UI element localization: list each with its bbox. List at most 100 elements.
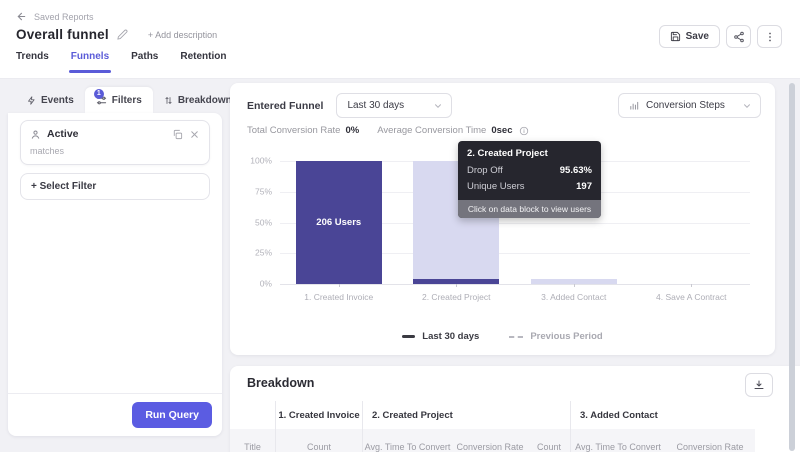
column-header-count-2: Count bbox=[536, 442, 562, 452]
sidebar-tab-events[interactable]: Events bbox=[16, 87, 85, 113]
column-header-count-1: Count bbox=[275, 429, 362, 452]
entered-funnel-label: Entered Funnel bbox=[247, 99, 324, 112]
legend-solid-swatch bbox=[402, 335, 416, 338]
filter-condition[interactable]: matches bbox=[30, 146, 65, 156]
lightning-icon bbox=[28, 95, 35, 105]
app-header: Saved Reports Overall funnel + Add descr… bbox=[0, 0, 800, 78]
y-axis-tick: 0% bbox=[259, 278, 272, 289]
y-axis-tick: 75% bbox=[254, 186, 272, 197]
download-button[interactable] bbox=[745, 373, 773, 397]
chevron-down-icon bbox=[435, 103, 442, 108]
bar-users-label: 206 Users bbox=[316, 217, 362, 228]
funnel-stats: Total Conversion Rate 0% Average Convers… bbox=[247, 125, 529, 136]
chart-tooltip: 2. Created Project Drop Off 95.63% Uniqu… bbox=[458, 141, 601, 218]
tab-funnels[interactable]: Funnels bbox=[68, 51, 112, 73]
query-sidebar: Events 1 Filters Breakdown Active bbox=[8, 87, 232, 436]
funnel-chart-card: Entered Funnel Last 30 days Conversion S… bbox=[230, 83, 775, 355]
info-icon[interactable] bbox=[519, 126, 529, 136]
tooltip-dropoff-label: Drop Off bbox=[467, 165, 503, 176]
date-range-select[interactable]: Last 30 days bbox=[336, 93, 453, 118]
tab-trends[interactable]: Trends bbox=[16, 51, 49, 62]
legend-previous-period[interactable]: Previous Period bbox=[509, 331, 603, 342]
breadcrumb[interactable]: Saved Reports bbox=[16, 11, 94, 22]
chart-type-icon bbox=[630, 101, 639, 110]
sidebar-tab-filters-label: Filters bbox=[111, 94, 142, 106]
breadcrumb-label: Saved Reports bbox=[34, 11, 94, 22]
filter-card[interactable]: Active matches bbox=[20, 120, 210, 165]
group-header-step-3: 3. Added Contact bbox=[570, 401, 800, 429]
kebab-menu-icon bbox=[768, 32, 771, 41]
funnel-bar-step-4[interactable] bbox=[633, 161, 751, 287]
vertical-scrollbar[interactable] bbox=[789, 83, 795, 451]
breakdown-title: Breakdown bbox=[247, 376, 315, 390]
legend-current-period[interactable]: Last 30 days bbox=[402, 331, 479, 342]
legend-dashed-swatch bbox=[509, 335, 524, 338]
group-header-empty bbox=[230, 401, 275, 429]
group-header-step-1: 1. Created Invoice bbox=[275, 401, 362, 429]
filters-panel: Active matches + Select Filter Run Query bbox=[8, 113, 222, 436]
breakdown-group-header-row: 1. Created Invoice 2. Created Project 3.… bbox=[230, 401, 800, 429]
tab-paths[interactable]: Paths bbox=[131, 51, 159, 62]
column-header-avgtime-3: Avg. Time To Convert bbox=[570, 429, 665, 452]
edit-pencil-icon[interactable] bbox=[117, 29, 128, 40]
tooltip-hint: Click on data block to view users bbox=[458, 200, 601, 218]
download-icon bbox=[754, 380, 764, 389]
breakdown-sort-icon bbox=[165, 96, 172, 104]
x-axis-label: 4. Save A Contract bbox=[656, 292, 727, 302]
x-axis-label: 1. Created Invoice bbox=[304, 292, 374, 302]
more-options-button[interactable] bbox=[757, 25, 782, 48]
save-button-label: Save bbox=[685, 31, 709, 42]
run-query-button[interactable]: Run Query bbox=[132, 402, 212, 428]
sidebar-tab-breakdown-label: Breakdown bbox=[177, 94, 232, 106]
copy-icon bbox=[173, 129, 183, 139]
avg-time-value: 0sec bbox=[491, 125, 513, 136]
chart-view-select[interactable]: Conversion Steps bbox=[618, 93, 761, 118]
content-area: Events 1 Filters Breakdown Active bbox=[0, 78, 800, 452]
tooltip-users-label: Unique Users bbox=[467, 181, 525, 192]
page-title: Overall funnel bbox=[16, 27, 109, 42]
tab-retention[interactable]: Retention bbox=[180, 51, 227, 62]
chart-legend: Last 30 days Previous Period bbox=[230, 331, 775, 342]
sidebar-tab-events-label: Events bbox=[41, 94, 74, 106]
sidebar-tab-filters[interactable]: 1 Filters bbox=[84, 87, 153, 113]
select-filter-button[interactable]: + Select Filter bbox=[20, 173, 210, 200]
sidebar-tab-breakdown[interactable]: Breakdown bbox=[153, 87, 243, 113]
x-axis-label: 2. Created Project bbox=[421, 292, 491, 302]
column-header-title: Title bbox=[244, 442, 261, 452]
filters-badge: 1 bbox=[93, 88, 104, 99]
share-button[interactable] bbox=[726, 25, 751, 48]
chevron-down-icon bbox=[744, 103, 750, 108]
user-icon bbox=[31, 130, 40, 139]
tooltip-dropoff-value: 95.63% bbox=[559, 165, 592, 176]
y-axis-tick: 25% bbox=[254, 247, 272, 258]
duplicate-filter-button[interactable] bbox=[172, 129, 183, 140]
report-tabs: Trends Funnels Paths Retention bbox=[16, 51, 227, 73]
column-header-avgtime-2: Avg. Time To Convert bbox=[362, 429, 452, 452]
total-conversion-value: 0% bbox=[345, 125, 360, 136]
y-axis-tick: 50% bbox=[254, 217, 272, 227]
avg-time-label: Average Conversion Time bbox=[377, 125, 487, 136]
close-icon bbox=[191, 130, 198, 138]
funnel-plot: 100% 75% 50% 25% 0% 206 Users bbox=[250, 156, 751, 289]
breakdown-column-header-row: Title Count Avg. Time To Convert Convers… bbox=[230, 429, 755, 452]
breakdown-card: Breakdown 1. Created Invoice 2. Created … bbox=[230, 366, 800, 452]
remove-filter-button[interactable] bbox=[189, 129, 200, 140]
share-icon bbox=[733, 31, 744, 42]
column-header-convrate-2: Conversion Rate bbox=[456, 442, 524, 452]
back-arrow-icon bbox=[17, 12, 26, 21]
filter-property-name: Active bbox=[47, 128, 79, 140]
save-button[interactable]: Save bbox=[658, 25, 720, 48]
column-header-convrate-3: Conversion Rate bbox=[676, 442, 744, 452]
funnel-bar-step-1[interactable]: 206 Users bbox=[280, 161, 398, 287]
chart-view-value: Conversion Steps bbox=[646, 100, 725, 111]
date-range-value: Last 30 days bbox=[347, 100, 405, 111]
tooltip-title: 2. Created Project bbox=[467, 148, 548, 159]
group-header-step-2: 2. Created Project bbox=[362, 401, 570, 429]
funnel-bar-step-3[interactable] bbox=[515, 161, 633, 287]
total-conversion-label: Total Conversion Rate bbox=[247, 125, 341, 136]
save-icon bbox=[670, 31, 680, 42]
y-axis-tick: 100% bbox=[250, 155, 272, 166]
add-description-button[interactable]: + Add description bbox=[147, 29, 218, 40]
tooltip-users-value: 197 bbox=[576, 181, 592, 192]
x-axis-label: 3. Added Contact bbox=[541, 292, 607, 302]
